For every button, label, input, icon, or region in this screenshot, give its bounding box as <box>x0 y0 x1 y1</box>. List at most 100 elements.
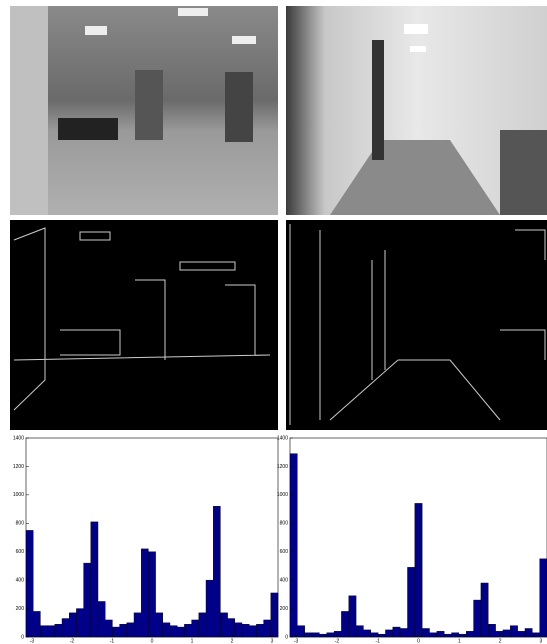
bar <box>474 600 481 637</box>
figure-canvas: 0 200 400 600 800 1000 1200 1400 -3 -2 -1 0 1 2 3 0 200 4… <box>0 0 547 644</box>
bar <box>334 631 341 637</box>
bar <box>127 623 134 637</box>
bar <box>228 619 235 637</box>
y-tick-label: 1400 <box>277 435 288 441</box>
x-tick-label: -2 <box>335 638 340 644</box>
bar <box>33 611 40 637</box>
y-tick-label: 1000 <box>13 492 24 498</box>
photo-office <box>10 6 278 215</box>
y-tick-label: 0 <box>21 634 24 640</box>
bar <box>120 624 127 637</box>
bar <box>235 623 242 637</box>
x-tick-label: 2 <box>499 638 502 644</box>
bar <box>163 623 170 637</box>
bar <box>363 630 370 637</box>
bar <box>249 626 256 637</box>
bar <box>156 613 163 637</box>
x-tick-label: 0 <box>417 638 420 644</box>
bar <box>192 620 199 637</box>
bar <box>305 633 312 637</box>
y-tick-label: 400 <box>280 577 289 583</box>
y-tick-label: 600 <box>280 549 289 555</box>
bar <box>400 628 407 637</box>
edge-office <box>10 220 278 430</box>
bar <box>184 624 191 637</box>
y-tick-label: 1200 <box>277 464 288 470</box>
y-tick-label: 200 <box>16 606 25 612</box>
y-tick-label: 1200 <box>13 464 24 470</box>
x-tick-label: -3 <box>294 638 299 644</box>
bar <box>76 609 83 637</box>
bar <box>26 530 33 637</box>
bar <box>525 628 532 637</box>
y-tick-label: 200 <box>280 606 289 612</box>
bar <box>84 563 91 637</box>
bar <box>356 626 363 637</box>
bar <box>105 620 112 637</box>
bar <box>540 559 547 637</box>
y-tick-label: 1000 <box>277 492 288 498</box>
bar <box>69 613 76 637</box>
bar <box>327 633 334 637</box>
bar <box>393 627 400 637</box>
bar <box>55 624 62 637</box>
bar <box>290 454 297 637</box>
y-tick-label: 600 <box>16 549 25 555</box>
bar <box>503 630 510 637</box>
bar <box>452 633 459 637</box>
bar <box>170 626 177 637</box>
bar <box>312 633 319 637</box>
bar <box>510 626 517 637</box>
bar <box>264 620 271 637</box>
x-tick-label: 1 <box>458 638 461 644</box>
bar <box>518 631 525 637</box>
bar <box>422 628 429 637</box>
bar <box>271 593 278 637</box>
x-tick-label: 0 <box>151 638 154 644</box>
x-tick-label: 3 <box>271 638 274 644</box>
bar <box>134 613 141 637</box>
bar <box>112 627 119 637</box>
x-tick-label: -1 <box>375 638 380 644</box>
x-tick-label: -2 <box>70 638 75 644</box>
bar <box>437 631 444 637</box>
bar <box>62 619 69 637</box>
bar <box>349 596 356 637</box>
bar <box>415 503 422 637</box>
bar <box>220 613 227 637</box>
x-tick-label: 2 <box>231 638 234 644</box>
bar <box>444 634 451 637</box>
x-tick-label: -1 <box>110 638 115 644</box>
bar <box>341 611 348 637</box>
bar <box>40 626 47 637</box>
bar <box>141 549 148 637</box>
y-tick-label: 800 <box>16 521 25 527</box>
bar <box>407 567 414 637</box>
y-tick-label: 1400 <box>13 435 24 441</box>
bar <box>206 580 213 637</box>
bar <box>148 552 155 637</box>
bar <box>297 626 304 637</box>
bar <box>256 624 263 637</box>
bar <box>98 601 105 637</box>
bar <box>481 583 488 637</box>
y-tick-label: 0 <box>285 634 288 640</box>
photo-hallway <box>286 6 547 215</box>
bar <box>488 624 495 637</box>
edge-hallway <box>286 220 547 430</box>
bar <box>91 522 98 637</box>
y-tick-label: 400 <box>16 577 25 583</box>
figure: 0 200 400 600 800 1000 1200 1400 -3 -2 -1 0 1 2 3 0 200 4… <box>0 0 547 644</box>
bar <box>466 631 473 637</box>
bar <box>319 634 326 637</box>
bar <box>177 627 184 637</box>
bar <box>199 613 206 637</box>
bar <box>459 634 466 637</box>
bar <box>385 630 392 637</box>
bar <box>213 506 220 637</box>
bar <box>532 633 539 637</box>
x-tick-label: -3 <box>30 638 35 644</box>
x-tick-label: 3 <box>539 638 542 644</box>
bar <box>371 633 378 637</box>
bar <box>430 633 437 637</box>
